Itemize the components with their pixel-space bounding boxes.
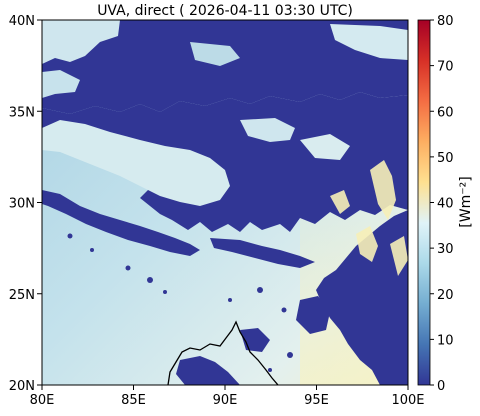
x-tick-label: 95E xyxy=(304,393,329,408)
colorbar-tick-label: 20 xyxy=(437,288,454,303)
y-tick-label: 40N xyxy=(9,14,35,29)
coastline xyxy=(167,320,279,385)
y-tick-label: 30N xyxy=(9,197,35,212)
colorbar-tick-label: 0 xyxy=(437,379,445,394)
y-tick-label: 35N xyxy=(9,105,35,120)
cloud-mask xyxy=(42,20,408,385)
high-value-streaks xyxy=(330,160,408,276)
plot-area xyxy=(42,20,408,385)
x-axis: 80E 85E 90E 95E 100E xyxy=(30,385,425,408)
colorbar-tick-label: 30 xyxy=(437,242,454,257)
x-tick-label: 85E xyxy=(121,393,146,408)
colorbar-label: [Wm⁻²] xyxy=(458,176,474,227)
y-tick-label: 20N xyxy=(9,379,35,394)
colorbar-tick-label: 70 xyxy=(437,60,454,75)
chart-title: UVA, direct ( 2026-04-11 03:30 UTC) xyxy=(97,3,353,19)
colorbar-axis: 0 10 20 30 40 50 60 70 80 xyxy=(430,14,454,394)
y-axis: 20N 25N 30N 35N 40N xyxy=(9,14,42,394)
colorbar-tick-label: 80 xyxy=(437,14,454,29)
y-tick-label: 25N xyxy=(9,288,35,303)
x-tick-label: 80E xyxy=(30,393,55,408)
colorbar xyxy=(417,19,431,386)
colorbar-tick-label: 10 xyxy=(437,333,454,348)
x-tick-label: 90E xyxy=(213,393,238,408)
colorbar-tick-label: 60 xyxy=(437,105,454,120)
colorbar-tick-label: 50 xyxy=(437,151,454,166)
colorbar-tick-label: 40 xyxy=(437,197,454,212)
x-tick-label: 100E xyxy=(391,393,424,408)
